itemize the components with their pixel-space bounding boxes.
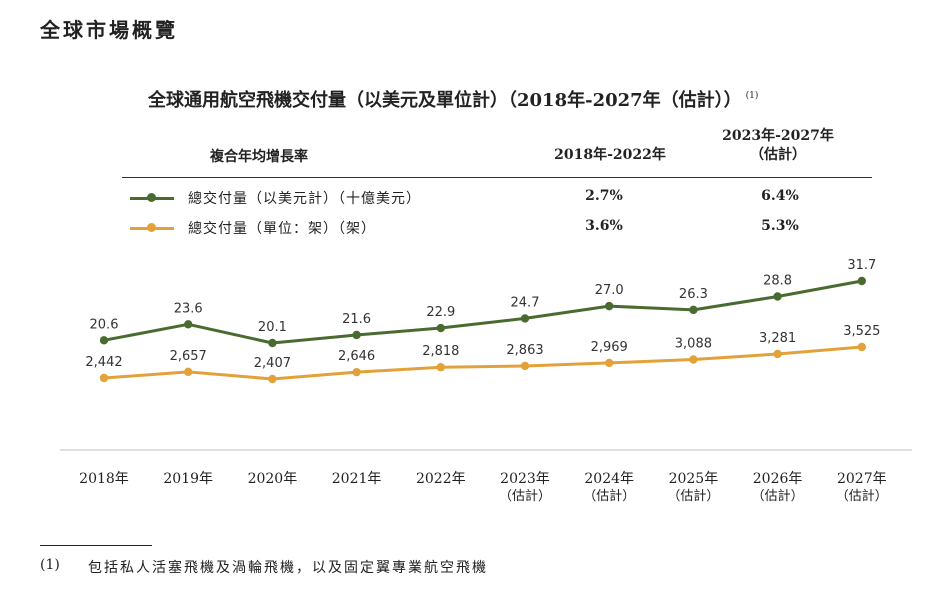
data-point-s0-7 bbox=[689, 305, 698, 315]
legend-swatch-units bbox=[130, 223, 174, 232]
x-tick-label-1: 2019年 bbox=[163, 471, 213, 487]
x-tick-label-5: 2023年 bbox=[500, 471, 550, 487]
data-point-s1-2 bbox=[268, 374, 277, 384]
footnote-text: 包括私人活塞飛機及渦輪飛機，以及固定翼專業航空飛機 bbox=[88, 560, 488, 576]
data-point-s0-3 bbox=[352, 330, 361, 340]
data-point-s1-3 bbox=[352, 367, 361, 377]
x-tick-label-2: 2020年 bbox=[248, 471, 298, 487]
cagr-usd-2023-2027: 6.4% bbox=[761, 188, 799, 204]
data-label-s1-0: 2,442 bbox=[85, 355, 122, 370]
x-tick-sublabel-5: （估計） bbox=[499, 488, 551, 504]
data-label-s1-2: 2,407 bbox=[254, 356, 291, 371]
data-label-s1-7: 3,088 bbox=[675, 337, 712, 352]
data-label-s1-1: 2,657 bbox=[170, 349, 207, 364]
x-tick-sublabel-9: （估計） bbox=[836, 488, 888, 504]
data-point-s0-0 bbox=[99, 336, 109, 345]
legend-swatch-usd bbox=[130, 193, 174, 202]
cagr-col2-header: 2023年-2027年 （估計） bbox=[708, 127, 848, 165]
data-point-s0-2 bbox=[268, 338, 277, 348]
data-label-s0-5: 24.7 bbox=[511, 295, 540, 310]
data-label-s0-1: 23.6 bbox=[174, 301, 203, 316]
data-label-s0-2: 20.1 bbox=[258, 320, 287, 335]
data-label-s0-8: 28.8 bbox=[763, 274, 792, 289]
cagr-usd-2018-2022: 2.7% bbox=[585, 188, 623, 204]
data-label-s0-9: 31.7 bbox=[847, 258, 876, 273]
legend-label-units: 總交付量（單位：架）（架） bbox=[188, 221, 376, 237]
data-label-s1-9: 3,525 bbox=[843, 324, 880, 339]
cagr-units-2023-2027: 5.3% bbox=[761, 218, 799, 234]
data-point-s1-8 bbox=[773, 349, 782, 359]
x-tick-label-7: 2025年 bbox=[669, 471, 719, 487]
series-line-1 bbox=[103, 345, 862, 381]
legend-row-usd: 總交付量（以美元計）（十億美元） bbox=[130, 188, 421, 208]
x-tick-sublabel-8: （估計） bbox=[752, 488, 804, 504]
data-label-s1-8: 3,281 bbox=[759, 331, 796, 346]
x-tick-label-6: 2024年 bbox=[584, 471, 634, 487]
data-point-s1-9 bbox=[857, 342, 866, 352]
x-tick-label-9: 2027年 bbox=[837, 471, 887, 487]
data-point-s0-4 bbox=[436, 323, 445, 333]
x-tick-sublabel-7: （估計） bbox=[667, 488, 719, 504]
footnote-mark: (1) bbox=[40, 557, 60, 573]
cagr-col1-header: 2018年-2022年 bbox=[554, 147, 666, 163]
x-tick-label-0: 2018年 bbox=[79, 471, 129, 487]
data-point-s0-5 bbox=[520, 314, 530, 323]
title-footnote-ref: (1) bbox=[745, 91, 759, 101]
cagr-header-rule bbox=[122, 177, 872, 178]
data-point-s1-7 bbox=[689, 355, 698, 364]
data-point-s1-0 bbox=[99, 373, 109, 383]
data-label-s1-6: 2,969 bbox=[591, 340, 628, 355]
cagr-col2-header-line2: （估計） bbox=[750, 147, 806, 163]
data-point-s0-8 bbox=[773, 292, 782, 301]
series-line-0 bbox=[103, 279, 863, 345]
cagr-units-2018-2022: 3.6% bbox=[585, 218, 623, 234]
data-label-s0-7: 26.3 bbox=[679, 287, 708, 302]
chart-title: 全球通用航空飛機交付量（以美元及單位計）（2018年-2027年（估計）） (1) bbox=[148, 86, 758, 112]
data-point-s0-6 bbox=[605, 301, 614, 311]
cagr-col2-header-line1: 2023年-2027年 bbox=[722, 128, 834, 144]
data-label-s1-3: 2,646 bbox=[338, 349, 375, 364]
chart-title-text: 全球通用航空飛機交付量（以美元及單位計）（2018年-2027年（估計）） bbox=[148, 90, 742, 111]
data-point-s0-9 bbox=[857, 276, 866, 286]
data-point-s1-1 bbox=[184, 367, 193, 377]
legend-row-units: 總交付量（單位：架）（架） bbox=[130, 218, 376, 238]
data-point-s0-1 bbox=[184, 320, 193, 329]
x-tick-label-3: 2021年 bbox=[332, 471, 382, 487]
data-label-s0-6: 27.0 bbox=[595, 283, 624, 298]
data-point-s1-6 bbox=[605, 358, 614, 368]
x-tick-sublabel-6: （估計） bbox=[583, 488, 635, 504]
data-point-s1-4 bbox=[436, 363, 445, 372]
cagr-label: 複合年均增長率 bbox=[210, 149, 308, 165]
data-label-s0-0: 20.6 bbox=[90, 317, 119, 332]
x-tick-label-4: 2022年 bbox=[416, 471, 466, 487]
x-tick-label-8: 2026年 bbox=[753, 471, 803, 487]
data-label-s1-4: 2,818 bbox=[422, 344, 459, 359]
data-label-s0-3: 21.6 bbox=[342, 312, 371, 327]
data-label-s0-4: 22.9 bbox=[426, 305, 455, 320]
legend-label-usd: 總交付量（以美元計）（十億美元） bbox=[188, 191, 421, 207]
data-point-s1-5 bbox=[520, 361, 530, 371]
data-label-s1-5: 2,863 bbox=[506, 343, 543, 358]
page-heading: 全球市場概覽 bbox=[40, 18, 178, 42]
footnote-rule bbox=[40, 545, 152, 546]
